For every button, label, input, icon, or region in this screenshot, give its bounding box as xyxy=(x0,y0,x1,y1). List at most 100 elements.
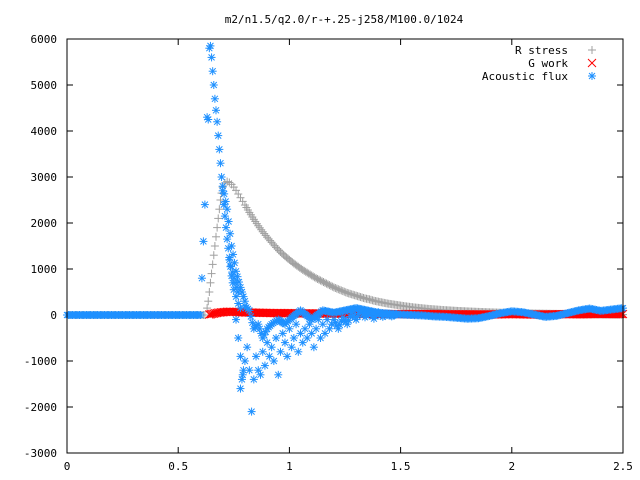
data-point xyxy=(318,277,327,286)
data-point xyxy=(252,219,261,228)
data-point-d2 xyxy=(210,81,218,89)
data-point xyxy=(278,329,287,338)
legend-marker-d2 xyxy=(588,72,596,80)
data-point xyxy=(291,260,300,269)
data-point xyxy=(309,343,318,352)
y-tick-label: 5000 xyxy=(31,79,58,92)
data-point-d2 xyxy=(239,371,247,379)
data-point xyxy=(209,81,218,89)
data-point-d2 xyxy=(223,205,231,213)
data-point xyxy=(239,292,248,301)
data-point-d2 xyxy=(330,316,338,323)
data-point-d2 xyxy=(248,408,255,415)
data-point-d2 xyxy=(244,305,252,313)
data-point xyxy=(207,53,216,62)
data-point xyxy=(226,261,235,270)
data-point xyxy=(210,94,219,103)
data-point-d2 xyxy=(268,308,278,318)
data-point xyxy=(220,189,229,198)
data-point-d2 xyxy=(263,339,271,346)
data-point-d2 xyxy=(248,319,256,327)
data-point xyxy=(300,266,309,275)
data-point-d2 xyxy=(234,334,242,342)
data-point-d2 xyxy=(222,198,229,205)
legend-marker xyxy=(587,58,597,68)
data-point xyxy=(216,159,225,168)
data-point xyxy=(212,106,221,115)
data-point xyxy=(255,223,264,232)
data-point-d2 xyxy=(221,212,229,220)
data-point-d2 xyxy=(292,320,300,328)
data-point-d2 xyxy=(262,328,270,336)
data-point-d2 xyxy=(243,343,251,351)
data-point-d2 xyxy=(208,54,215,61)
data-point xyxy=(269,357,278,365)
data-point-d2 xyxy=(257,371,264,379)
data-point xyxy=(218,182,227,191)
data-point xyxy=(239,366,248,375)
data-point-d2 xyxy=(277,348,284,356)
data-point-d2 xyxy=(220,190,228,198)
data-point xyxy=(208,260,217,269)
data-point-d2 xyxy=(283,353,291,360)
data-point-d2 xyxy=(231,279,239,287)
data-point xyxy=(274,370,283,379)
data-point xyxy=(304,269,313,278)
data-point xyxy=(227,242,236,250)
data-point xyxy=(261,327,270,336)
data-point xyxy=(257,308,266,318)
data-point xyxy=(263,338,272,347)
data-point-d2 xyxy=(253,322,261,330)
legend-label: R stress xyxy=(515,44,568,57)
y-tick-label: 4000 xyxy=(31,125,58,138)
x-tick-label: 0.5 xyxy=(168,460,188,473)
legend-label: G work xyxy=(528,57,568,70)
y-tick-label: -1000 xyxy=(24,355,57,368)
data-point xyxy=(246,312,255,321)
data-point-d2 xyxy=(234,300,242,307)
data-point-d2 xyxy=(288,343,295,351)
data-point-d2 xyxy=(237,385,244,392)
data-point xyxy=(335,285,344,294)
data-point-d2 xyxy=(312,325,320,333)
data-point xyxy=(279,308,289,318)
data-point-d2 xyxy=(226,230,234,238)
data-point xyxy=(273,244,282,253)
data-point-d2 xyxy=(229,251,237,258)
data-point xyxy=(206,41,215,50)
y-tick-label: 1000 xyxy=(31,263,58,276)
data-point xyxy=(215,145,224,154)
data-point xyxy=(269,240,278,249)
data-point xyxy=(234,334,243,342)
x-tick-label: 1 xyxy=(286,460,293,473)
data-point-d2 xyxy=(250,376,258,383)
data-point xyxy=(195,311,204,319)
data-point-d2 xyxy=(213,118,221,126)
y-tick-label: -3000 xyxy=(24,447,57,460)
data-point-d2 xyxy=(274,371,282,379)
data-point-d2 xyxy=(279,330,287,337)
data-point xyxy=(294,347,303,356)
data-point xyxy=(331,284,340,293)
data-point-d2 xyxy=(259,348,267,356)
data-point xyxy=(248,213,257,222)
data-point xyxy=(296,329,305,338)
data-point xyxy=(277,249,286,258)
data-point xyxy=(208,67,217,76)
data-point-d2 xyxy=(225,218,232,225)
y-tick-label: -2000 xyxy=(24,401,57,414)
data-point-d2 xyxy=(246,366,253,374)
legend-marker-d2 xyxy=(587,58,597,68)
data-point-d2 xyxy=(618,304,625,312)
data-point xyxy=(617,304,626,313)
data-point xyxy=(224,217,233,226)
data-point-d2 xyxy=(228,268,236,276)
data-point xyxy=(223,205,232,214)
data-point xyxy=(243,343,252,352)
data-point xyxy=(236,384,245,393)
data-point xyxy=(248,318,257,327)
data-point xyxy=(200,200,209,209)
data-point xyxy=(243,304,252,313)
